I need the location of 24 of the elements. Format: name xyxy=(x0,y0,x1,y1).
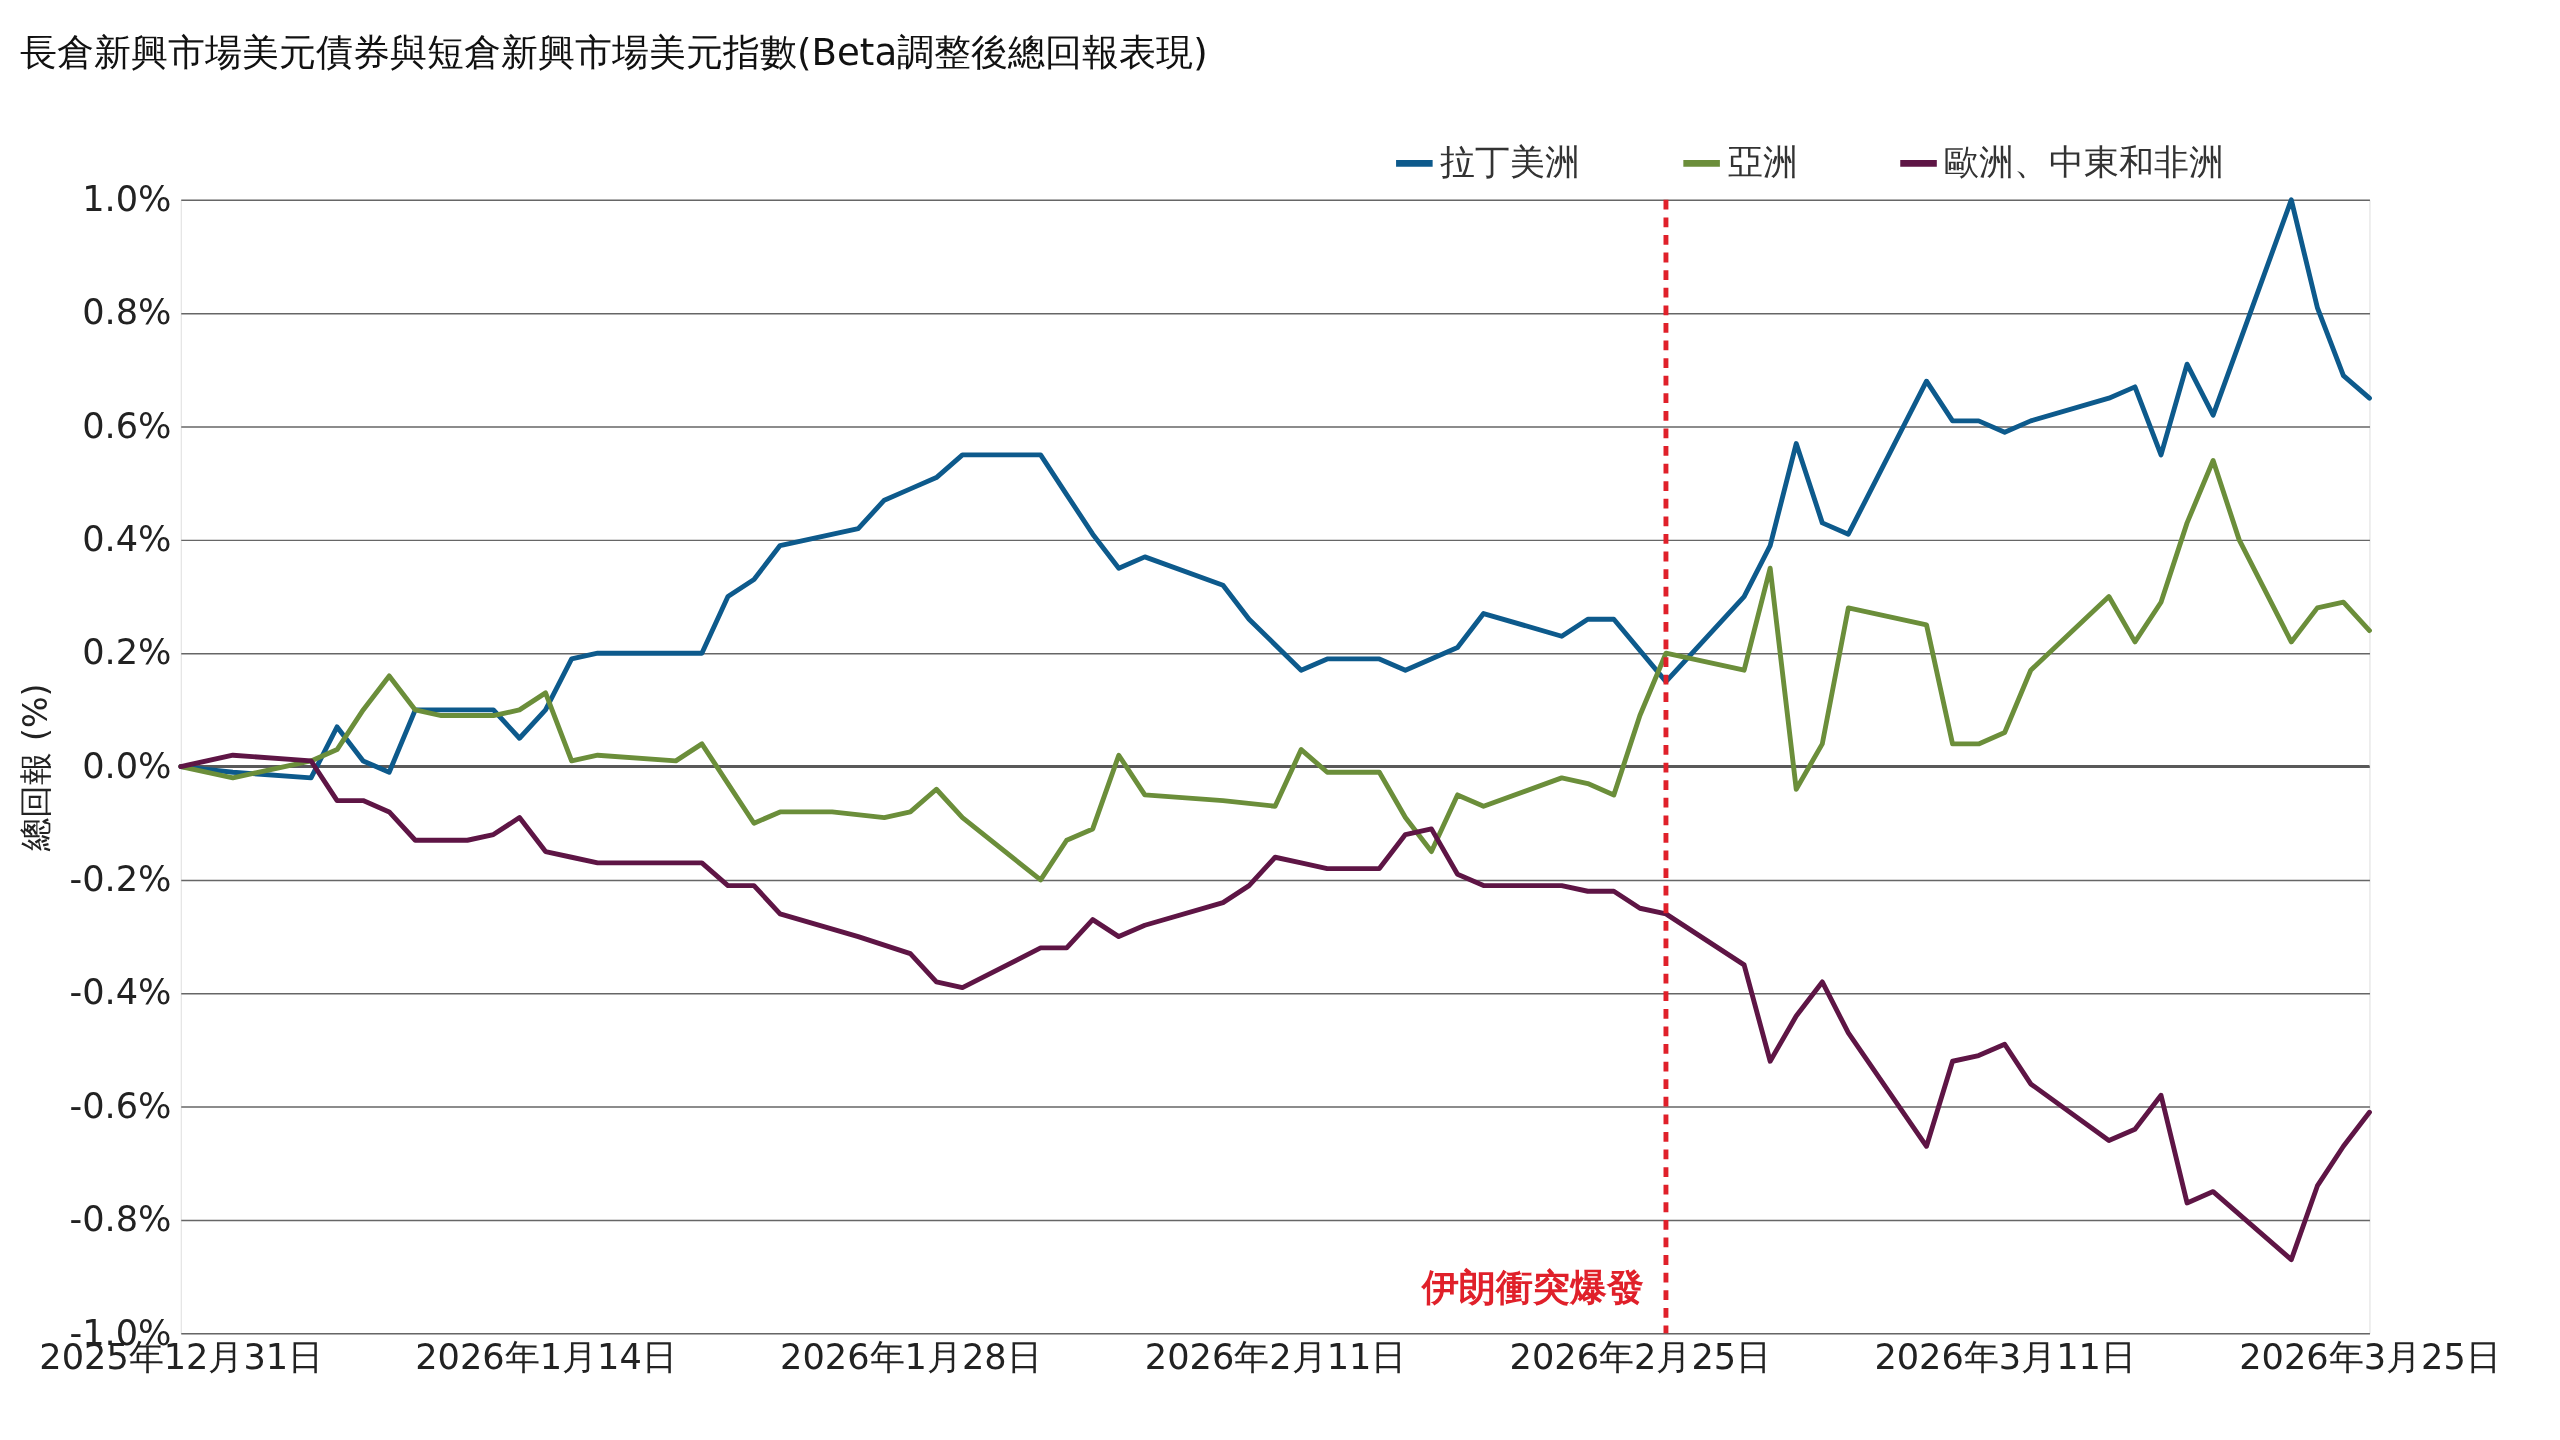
y-tick-label: 0.0% xyxy=(82,744,172,786)
x-tick-label: 2026年1月14日 xyxy=(415,1335,677,1377)
chart-title: 長倉新興市場美元債券與短倉新興市場美元指數(Beta調整後總回報表現) xyxy=(20,31,1208,75)
x-tick-label: 2026年3月25日 xyxy=(2239,1335,2501,1377)
x-tick-label: 2026年1月28日 xyxy=(780,1335,1042,1377)
y-tick-label: -0.4% xyxy=(69,971,172,1013)
x-tick-label: 2026年3月11日 xyxy=(1874,1335,2136,1377)
x-tick-label: 2026年2月11日 xyxy=(1144,1335,1407,1377)
y-axis-title: 總回報 (%) xyxy=(15,683,55,852)
y-tick-label: 1.0% xyxy=(82,178,172,220)
line-series xyxy=(178,458,2372,883)
line-series xyxy=(178,752,2372,1263)
y-tick-label: -0.8% xyxy=(69,1198,172,1240)
y-tick-label: 0.4% xyxy=(82,518,172,560)
ref-line-label: 伊朗衝突爆發 xyxy=(1421,1266,1645,1310)
legend-label: 拉丁美洲 xyxy=(1440,141,1581,183)
x-tick-label: 2026年2月25日 xyxy=(1509,1335,1772,1377)
legend-label: 亞洲 xyxy=(1727,141,1798,183)
legend-label: 歐洲、中東和非洲 xyxy=(1944,141,2225,183)
y-tick-label: -0.2% xyxy=(69,858,172,900)
y-tick-label: -0.6% xyxy=(69,1084,172,1126)
y-tick-label: 0.2% xyxy=(82,631,172,673)
y-tick-label: 0.8% xyxy=(82,291,172,333)
y-tick-label: 0.6% xyxy=(82,404,172,446)
